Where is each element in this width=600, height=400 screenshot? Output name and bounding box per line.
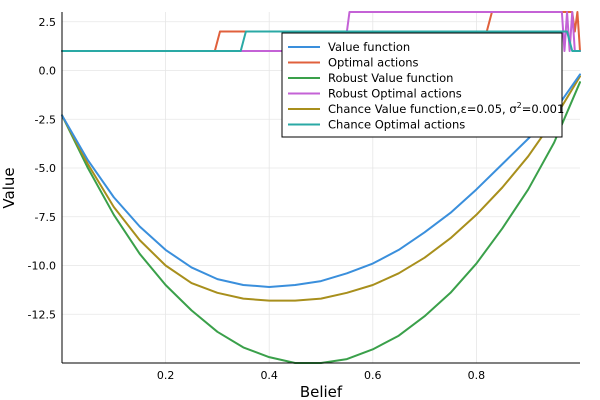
legend-chance-tail: =0.001	[522, 102, 565, 116]
x-tick-label: 0.4	[260, 369, 278, 382]
series-line-chance-value-function-0-05-0-001	[61, 75, 581, 302]
x-tick-label: 0.2	[157, 369, 175, 382]
series-line-chance-optimal-actions	[61, 30, 581, 52]
legend: Value function Optimal actions Robust Va…	[281, 32, 564, 138]
x-axis-title: Belief	[300, 383, 343, 400]
series-layer	[61, 11, 581, 364]
series-line-value-function	[61, 73, 581, 288]
y-tick-label: -5.0	[35, 162, 56, 175]
y-tick-label: -12.5	[28, 308, 56, 321]
tick-labels: 0.2 0.4 0.6 0.8 2.5 0.0 -2.5 -5.0 -7.5 -10.0 -12.5	[28, 16, 486, 382]
y-tick-label: -2.5	[35, 113, 56, 126]
axes	[61, 12, 580, 364]
legend-label-value-function: Value function	[328, 40, 410, 54]
y-axis-title: Value	[0, 167, 18, 208]
legend-label-optimal-actions: Optimal actions	[328, 56, 419, 70]
y-tick-label: 0.0	[39, 65, 57, 78]
legend-label-chance-value-function: Chance Value function,ε=0.05, σ2=0.001	[328, 101, 564, 116]
legend-label-chance-optimal-actions: Chance Optimal actions	[328, 118, 465, 132]
y-tick-label: -10.0	[28, 260, 56, 273]
legend-chance-sup: 2	[517, 101, 522, 110]
x-tick-label: 0.6	[364, 369, 382, 382]
legend-label-robust-value-function: Robust Value function	[328, 71, 453, 85]
x-tick-label: 0.8	[468, 369, 486, 382]
legend-label-robust-optimal-actions: Robust Optimal actions	[328, 87, 462, 101]
legend-box	[281, 32, 563, 138]
y-tick-label: 2.5	[39, 16, 57, 29]
y-tick-label: -7.5	[35, 211, 56, 224]
legend-chance-main: Chance Value function,ε=0.05, σ	[328, 102, 517, 116]
